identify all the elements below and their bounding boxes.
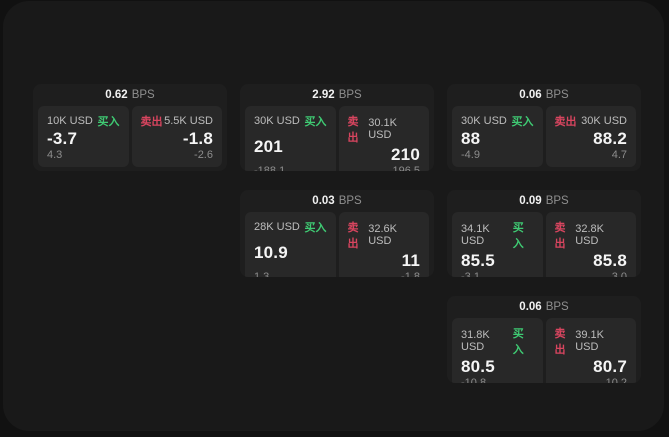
quote-card-body: 30K USD 买入 88 -4.9 卖出 30K USD 88.2 4.7 <box>447 106 641 171</box>
buy-price: -3.7 <box>47 129 78 148</box>
quote-card-body: 34.1K USD 买入 85.5 -3.1 卖出 32.8K USD 85.8… <box>447 212 641 277</box>
sell-quote-panel[interactable]: 卖出 32.8K USD 85.8 3.0 <box>545 212 636 277</box>
bps-unit-label: BPS <box>338 89 362 101</box>
sell-side-label: 卖出 <box>554 222 566 250</box>
buy-price: 10.9 <box>254 243 288 262</box>
sell-amount: 32.6K USD <box>368 223 397 247</box>
quote-card-body: 10K USD 买入 -3.7 4.3 卖出 5.5K USD -1.8 -2.… <box>33 106 227 171</box>
quote-card-body: 30K USD 买入 201 -188.1 卖出 30.1K USD 210 1… <box>240 106 434 171</box>
buy-side-label: 买入 <box>97 116 120 128</box>
buy-side-label: 买入 <box>304 222 327 234</box>
sell-quote-panel[interactable]: 卖出 39.1K USD 80.7 10.2 <box>545 318 636 383</box>
quote-card: 0.09 BPS 34.1K USD 买入 85.5 -3.1 卖出 32.8K… <box>447 190 641 277</box>
buy-price: 85.5 <box>461 251 495 270</box>
buy-delta: -188.1 <box>254 165 286 171</box>
sell-price: 11 <box>401 251 420 270</box>
quote-card: 0.06 BPS 30K USD 买入 88 -4.9 卖出 30K USD 8… <box>447 84 641 171</box>
bps-header: 0.06 BPS <box>447 84 641 106</box>
buy-amount: 34.1K USD <box>461 223 490 247</box>
sell-side-label: 卖出 <box>140 116 163 128</box>
buy-side-label: 买入 <box>512 328 524 356</box>
bps-header: 0.06 BPS <box>447 296 641 318</box>
sell-delta: -2.6 <box>194 149 213 161</box>
quote-card: 0.62 BPS 10K USD 买入 -3.7 4.3 卖出 5.5K USD… <box>33 84 227 171</box>
bps-unit-label: BPS <box>545 301 569 313</box>
bps-unit-label: BPS <box>338 195 362 207</box>
sell-price: 210 <box>391 145 420 164</box>
buy-delta: 4.3 <box>47 149 63 161</box>
buy-amount: 30K USD <box>254 115 300 127</box>
sell-side-label: 卖出 <box>347 116 359 144</box>
sell-quote-panel[interactable]: 卖出 5.5K USD -1.8 -2.6 <box>131 106 222 167</box>
quote-card: 2.92 BPS 30K USD 买入 201 -188.1 卖出 30.1K … <box>240 84 434 171</box>
buy-amount: 31.8K USD <box>461 329 490 353</box>
bps-value: 0.06 <box>519 89 542 101</box>
buy-price: 201 <box>254 137 283 156</box>
bps-header: 0.03 BPS <box>240 190 434 212</box>
sell-side-label: 卖出 <box>554 328 566 356</box>
sell-delta: 10.2 <box>605 377 627 383</box>
buy-side-label: 买入 <box>512 222 524 250</box>
bps-header: 0.62 BPS <box>33 84 227 106</box>
bps-unit-label: BPS <box>545 195 569 207</box>
bps-header: 2.92 BPS <box>240 84 434 106</box>
sell-price: 85.8 <box>593 251 627 270</box>
buy-side-label: 买入 <box>304 116 327 128</box>
sell-delta: 3.0 <box>611 271 627 277</box>
quote-card: 0.06 BPS 31.8K USD 买入 80.5 -10.8 卖出 39.1… <box>447 296 641 383</box>
quote-card-body: 28K USD 买入 10.9 1.3 卖出 32.6K USD 11 -1.8 <box>240 212 434 277</box>
buy-delta: 1.3 <box>254 271 270 277</box>
sell-quote-panel[interactable]: 卖出 30.1K USD 210 196.5 <box>338 106 429 171</box>
bps-unit-label: BPS <box>131 89 155 101</box>
sell-amount: 30K USD <box>581 115 627 127</box>
sell-price: -1.8 <box>182 129 213 148</box>
bps-value: 0.62 <box>105 89 128 101</box>
sell-side-label: 卖出 <box>347 222 359 250</box>
quote-card-grid: 0.62 BPS 10K USD 买入 -3.7 4.3 卖出 5.5K USD… <box>33 84 641 383</box>
buy-quote-panel[interactable]: 30K USD 买入 88 -4.9 <box>452 106 543 167</box>
quote-card: 0.03 BPS 28K USD 买入 10.9 1.3 卖出 32.6K US… <box>240 190 434 277</box>
buy-delta: -10.8 <box>461 377 487 383</box>
buy-delta: -3.1 <box>461 271 480 277</box>
buy-delta: -4.9 <box>461 149 480 161</box>
buy-amount: 30K USD <box>461 115 507 127</box>
buy-amount: 28K USD <box>254 221 300 233</box>
buy-quote-panel[interactable]: 28K USD 买入 10.9 1.3 <box>245 212 336 277</box>
sell-delta: 196.5 <box>392 165 420 171</box>
bps-value: 0.06 <box>519 301 542 313</box>
buy-quote-panel[interactable]: 10K USD 买入 -3.7 4.3 <box>38 106 129 167</box>
bps-value: 0.03 <box>312 195 335 207</box>
bps-header: 0.09 BPS <box>447 190 641 212</box>
sell-amount: 5.5K USD <box>164 115 213 127</box>
buy-price: 88 <box>461 129 481 148</box>
quote-card-body: 31.8K USD 买入 80.5 -10.8 卖出 39.1K USD 80.… <box>447 318 641 383</box>
buy-quote-panel[interactable]: 34.1K USD 买入 85.5 -3.1 <box>452 212 543 277</box>
bps-unit-label: BPS <box>545 89 569 101</box>
sell-quote-panel[interactable]: 卖出 30K USD 88.2 4.7 <box>545 106 636 167</box>
sell-side-label: 卖出 <box>554 116 577 128</box>
buy-side-label: 买入 <box>511 116 534 128</box>
sell-amount: 30.1K USD <box>368 117 397 141</box>
sell-amount: 39.1K USD <box>575 329 604 353</box>
sell-price: 88.2 <box>593 129 627 148</box>
bps-value: 0.09 <box>519 195 542 207</box>
buy-price: 80.5 <box>461 357 495 376</box>
buy-amount: 10K USD <box>47 115 93 127</box>
sell-delta: -1.8 <box>401 271 420 277</box>
sell-quote-panel[interactable]: 卖出 32.6K USD 11 -1.8 <box>338 212 429 277</box>
buy-quote-panel[interactable]: 31.8K USD 买入 80.5 -10.8 <box>452 318 543 383</box>
sell-delta: 4.7 <box>611 149 627 161</box>
sell-price: 80.7 <box>593 357 627 376</box>
buy-quote-panel[interactable]: 30K USD 买入 201 -188.1 <box>245 106 336 171</box>
bps-value: 2.92 <box>312 89 335 101</box>
sell-amount: 32.8K USD <box>575 223 604 247</box>
